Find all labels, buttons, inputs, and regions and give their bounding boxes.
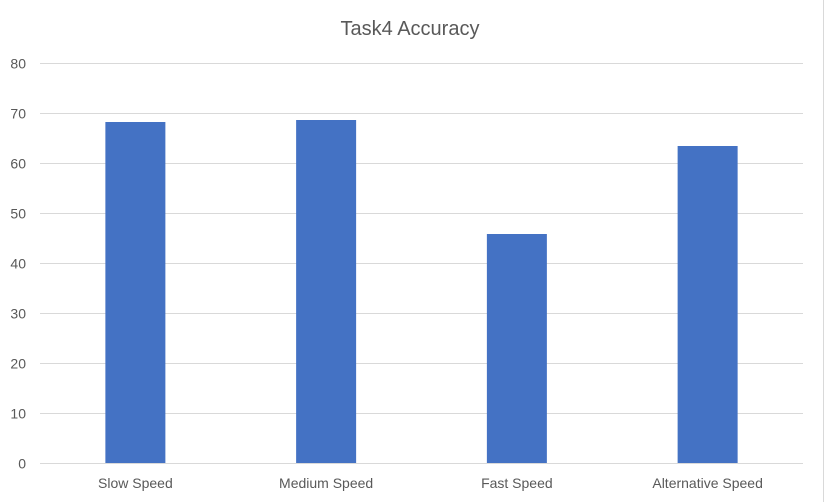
x-tick-label: Medium Speed xyxy=(279,475,373,491)
y-tick-label: 40 xyxy=(10,256,26,272)
x-axis-labels: Slow Speed Medium Speed Fast Speed Alternat… xyxy=(98,475,763,491)
y-tick-label: 0 xyxy=(18,456,26,472)
y-tick-label: 80 xyxy=(10,56,26,72)
chart-title: Task4 Accuracy xyxy=(341,18,480,40)
y-axis-ticks: 0 10 20 30 40 50 60 70 80 xyxy=(10,56,26,472)
y-tick-label: 20 xyxy=(10,356,26,372)
bars xyxy=(105,120,738,463)
y-tick-label: 30 xyxy=(10,306,26,322)
y-tick-label: 50 xyxy=(10,206,26,222)
bar xyxy=(677,146,738,463)
x-tick-label: Fast Speed xyxy=(481,475,553,491)
bar xyxy=(105,122,166,463)
x-tick-label: Alternative Speed xyxy=(652,475,763,491)
y-tick-label: 60 xyxy=(10,156,26,172)
gridlines xyxy=(40,63,803,464)
y-tick-label: 10 xyxy=(10,406,26,422)
bar xyxy=(296,120,357,463)
y-tick-label: 70 xyxy=(10,106,26,122)
x-tick-label: Slow Speed xyxy=(98,475,173,491)
bar xyxy=(486,234,547,463)
